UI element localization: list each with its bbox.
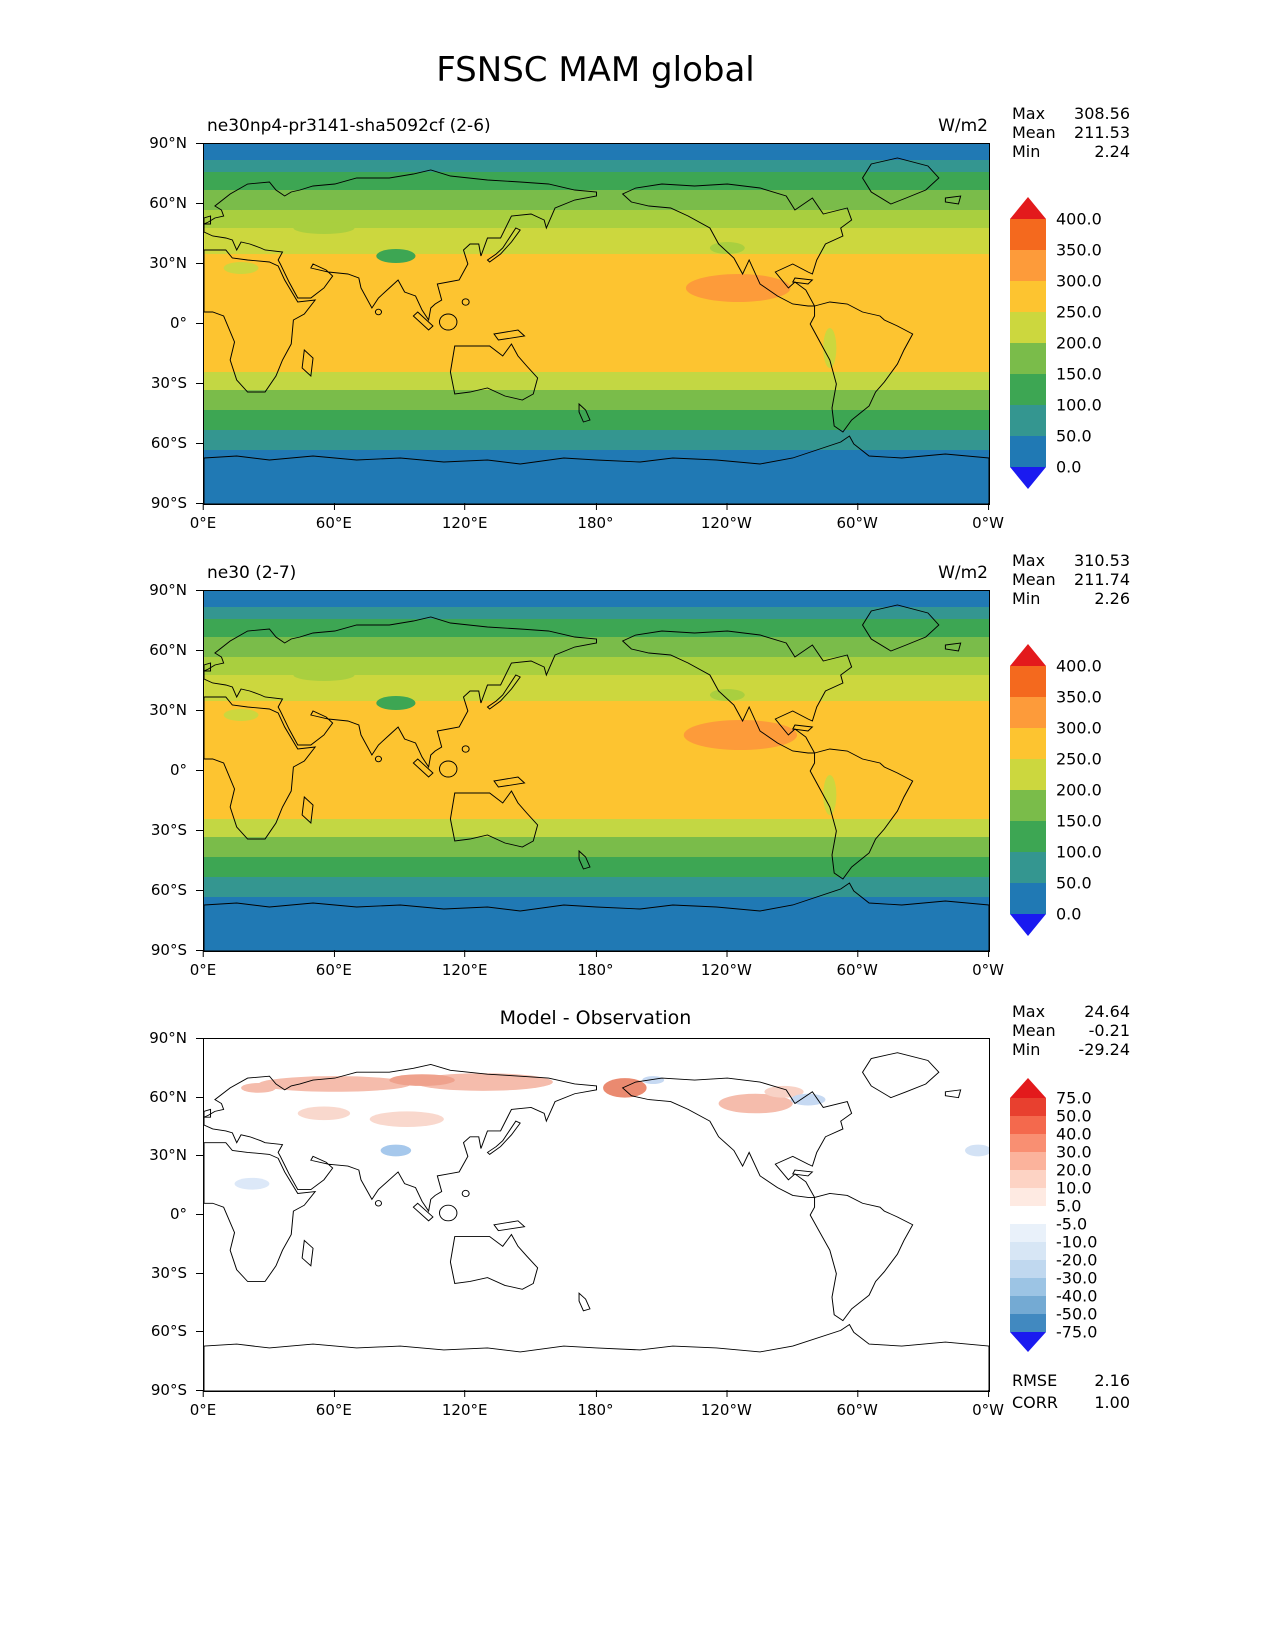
stat-row-max: Max 24.64 xyxy=(1012,1002,1130,1021)
max-label: Max xyxy=(1012,104,1046,123)
panel3-metrics: RMSE 2.16 CORR 1.00 xyxy=(1012,1370,1130,1414)
panel3-map xyxy=(203,1038,990,1392)
metric-row-rmse: RMSE 2.16 xyxy=(1012,1370,1130,1392)
max-label: Max xyxy=(1012,1002,1046,1021)
mean-label: Mean xyxy=(1012,123,1056,142)
panel2-units-label: W/m2 xyxy=(938,563,988,583)
panel1-title: ne30np4-pr3141-sha5092cf (2-6) xyxy=(207,116,491,136)
panel1-lon-axis: 0°E 60°E 120°E 180° 120°W 60°W 0°W xyxy=(189,503,1004,532)
panel1-map xyxy=(203,143,990,505)
panel2-lon-axis: 0°E 60°E 120°E 180° 120°W 60°W 0°W xyxy=(189,950,1004,979)
min-value: 2.24 xyxy=(1094,142,1130,161)
min-label: Min xyxy=(1012,142,1041,161)
rmse-label: RMSE xyxy=(1012,1371,1058,1390)
stat-row-mean: Mean 211.53 xyxy=(1012,123,1130,142)
panel2-stats: Max 310.53 Mean 211.74 Min 2.26 xyxy=(1012,551,1130,608)
corr-value: 1.00 xyxy=(1094,1393,1130,1412)
stat-row-min: Min 2.24 xyxy=(1012,142,1130,161)
min-value: 2.26 xyxy=(1094,589,1130,608)
panel3-lon-axis: 0°E 60°E 120°E 180° 120°W 60°W 0°W xyxy=(189,1390,1004,1419)
panel2-lat-axis: 90°N 60°N 30°N 0° 30°S 60°S 90°S xyxy=(149,581,204,959)
stat-row-max: Max 308.56 xyxy=(1012,104,1130,123)
corr-label: CORR xyxy=(1012,1393,1058,1412)
mean-value: -0.21 xyxy=(1088,1021,1130,1040)
panel1-lat-axis: 90°N 60°N 30°N 0° 30°S 60°S 90°S xyxy=(149,134,204,512)
metric-row-corr: CORR 1.00 xyxy=(1012,1392,1130,1414)
mean-value: 211.53 xyxy=(1074,123,1130,142)
max-value: 310.53 xyxy=(1074,551,1130,570)
stat-row-min: Min 2.26 xyxy=(1012,589,1130,608)
max-value: 308.56 xyxy=(1074,104,1130,123)
figure-title: FSNSC MAM global xyxy=(436,50,755,90)
max-label: Max xyxy=(1012,551,1046,570)
min-label: Min xyxy=(1012,1040,1041,1059)
min-label: Min xyxy=(1012,589,1041,608)
stat-row-mean: Mean -0.21 xyxy=(1012,1021,1130,1040)
stat-row-min: Min -29.24 xyxy=(1012,1040,1130,1059)
max-value: 24.64 xyxy=(1084,1002,1130,1021)
stat-row-max: Max 310.53 xyxy=(1012,551,1130,570)
panel2-title: ne30 (2-7) xyxy=(207,563,297,583)
panel3-title: Model - Observation xyxy=(499,1007,692,1029)
panel3-colorbar: 75.0 50.0 40.0 30.0 20.0 10.0 5.0 -5.0 -10.0 -20.… xyxy=(1010,1078,1097,1352)
mean-value: 211.74 xyxy=(1074,570,1130,589)
rmse-value: 2.16 xyxy=(1094,1371,1130,1390)
panel2-colorbar: 400.0 350.0 300.0 250.0 200.0 150.0 100.0 50.0 0… xyxy=(1010,644,1102,936)
mean-label: Mean xyxy=(1012,570,1056,589)
panel3-lat-axis: 90°N 60°N 30°N 0° 30°S 60°S 90°S xyxy=(149,1029,204,1399)
panel2-map xyxy=(203,590,990,952)
panel1-stats: Max 308.56 Mean 211.53 Min 2.24 xyxy=(1012,104,1130,161)
mean-label: Mean xyxy=(1012,1021,1056,1040)
panel3-stats: Max 24.64 Mean -0.21 Min -29.24 xyxy=(1012,1002,1130,1059)
min-value: -29.24 xyxy=(1078,1040,1130,1059)
stat-row-mean: Mean 211.74 xyxy=(1012,570,1130,589)
panel1-units-label: W/m2 xyxy=(938,116,988,136)
panel1-colorbar: 400.0 350.0 300.0 250.0 200.0 150.0 100.0 50.0 0… xyxy=(1010,197,1102,489)
